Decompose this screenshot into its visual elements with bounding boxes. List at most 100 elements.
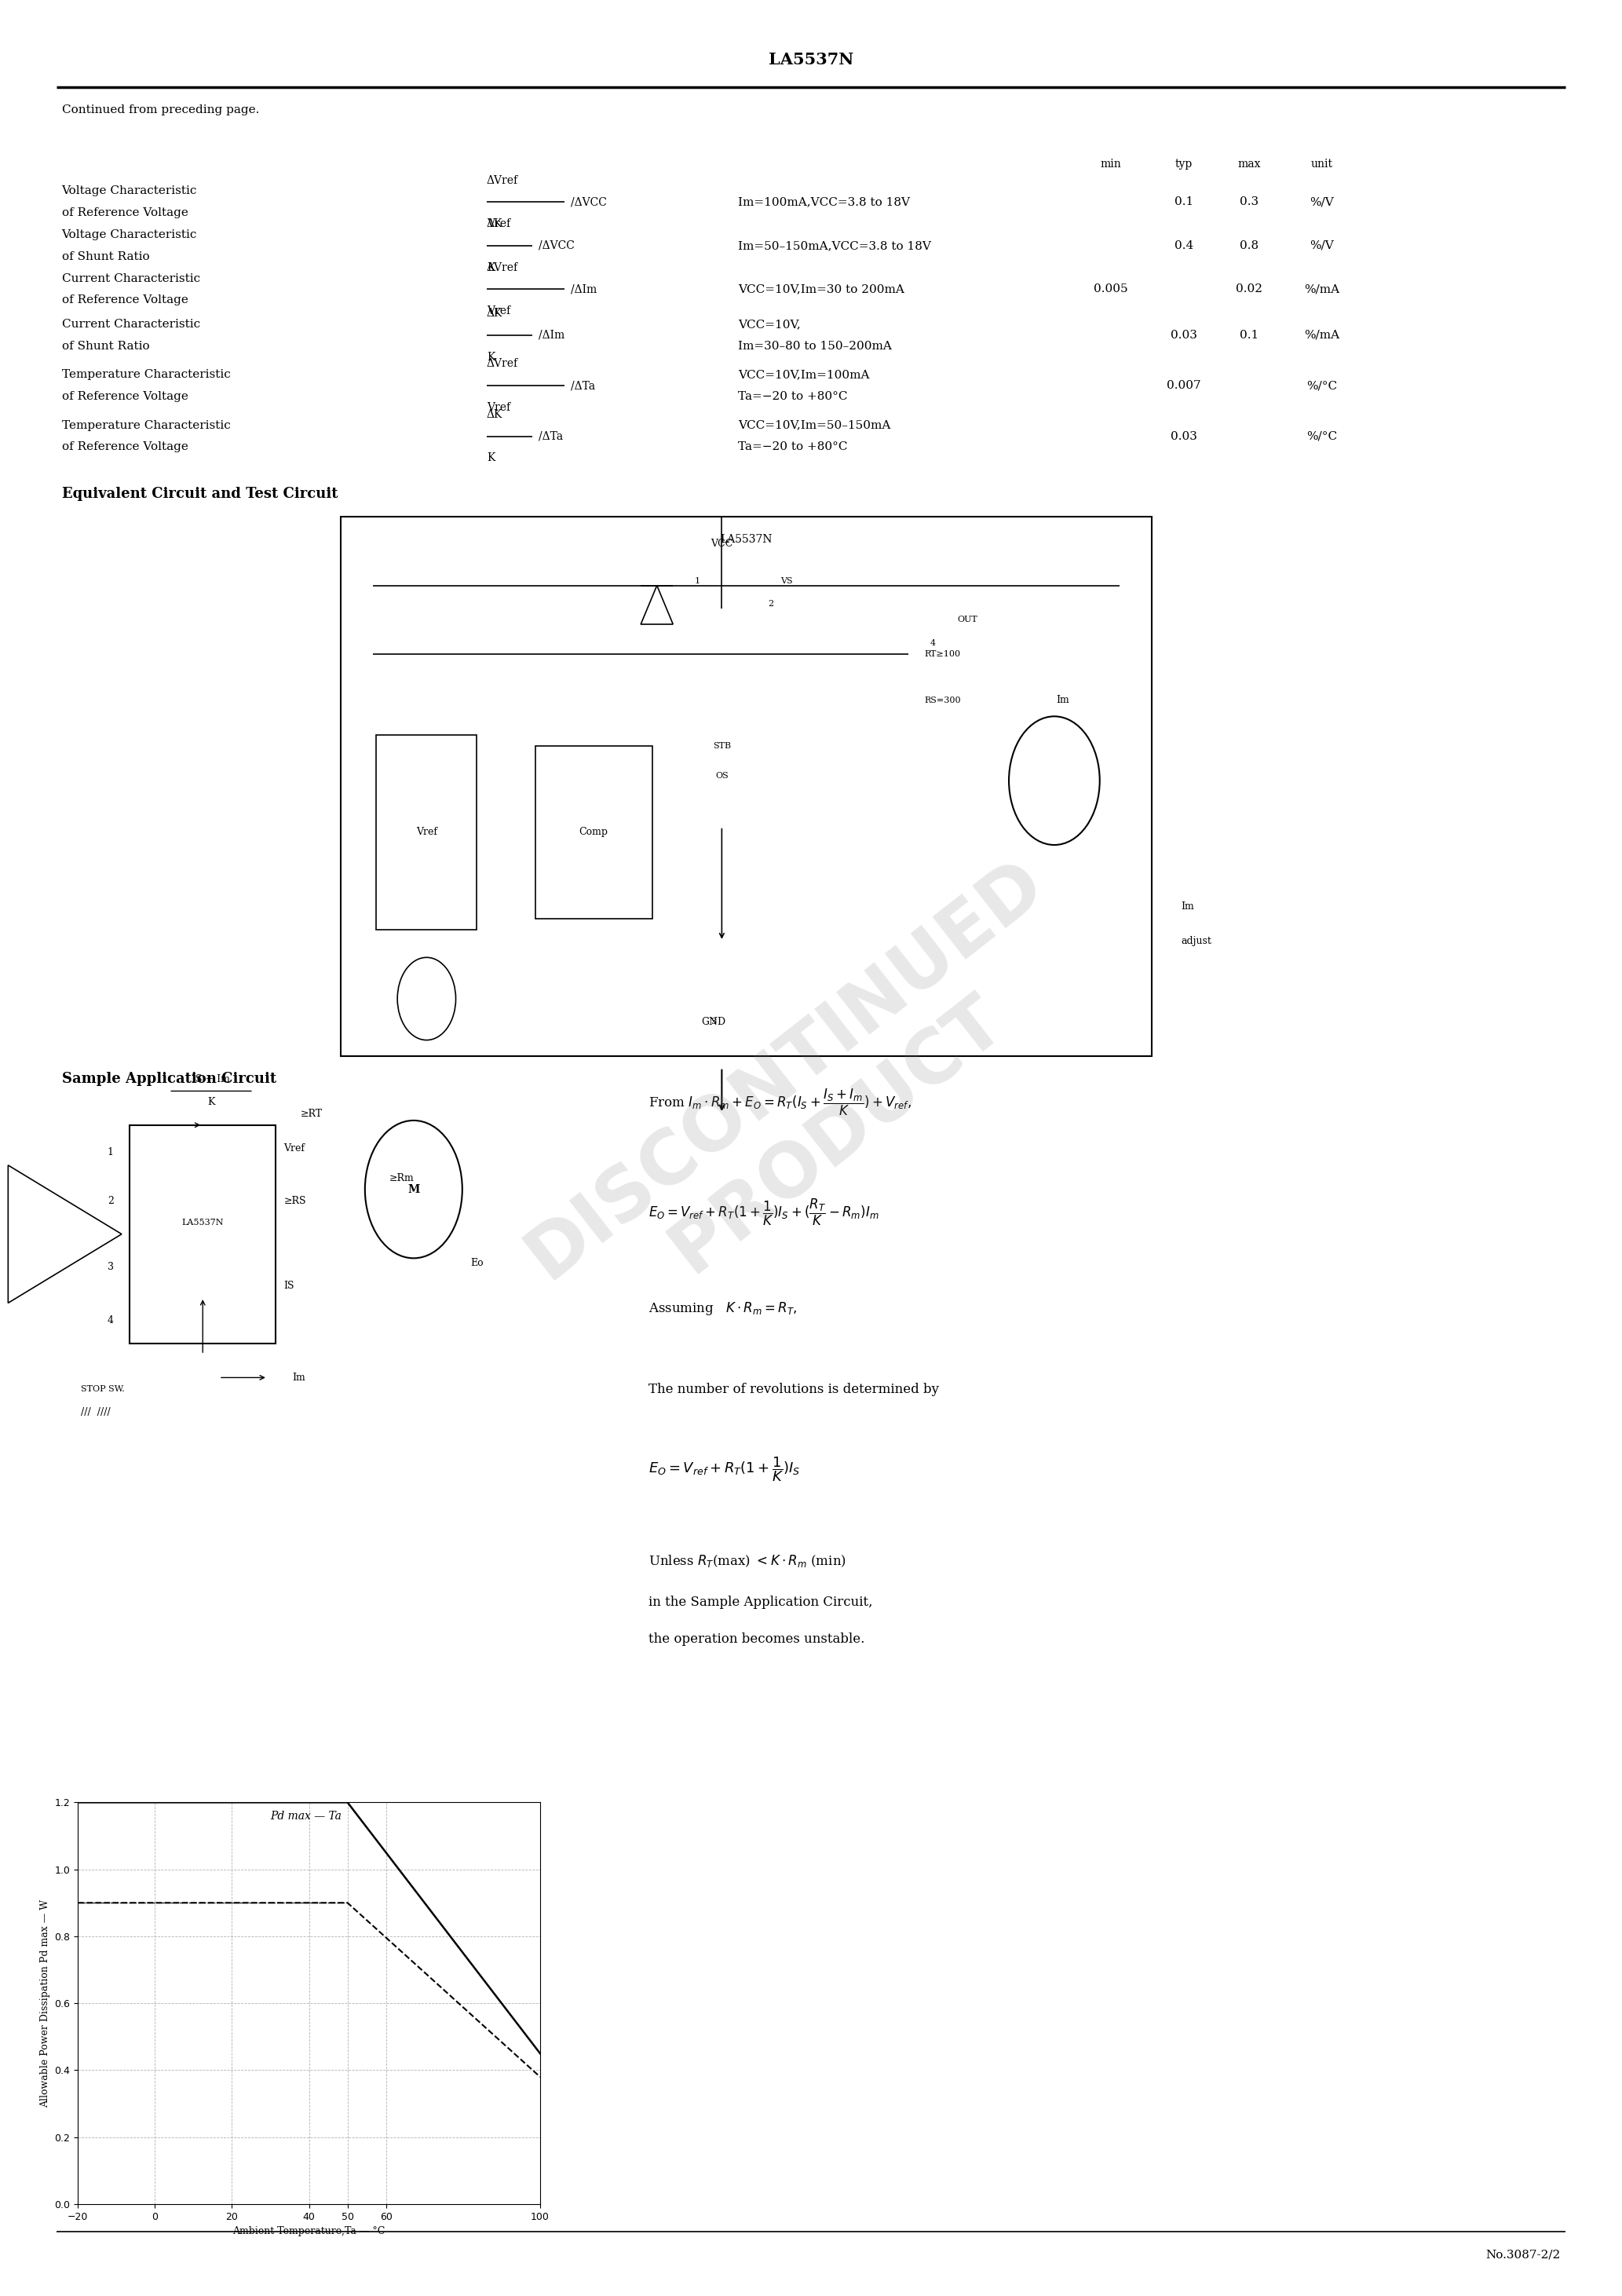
Text: $E_O = V_{ref} + R_T(1 + \dfrac{1}{K})I_S$: $E_O = V_{ref} + R_T(1 + \dfrac{1}{K})I_… [649, 1456, 801, 1483]
Text: 0.1: 0.1 [1239, 331, 1259, 340]
Text: 0.03: 0.03 [1171, 331, 1197, 340]
Text: Ta=−20 to +80°C: Ta=−20 to +80°C [738, 390, 848, 402]
Text: Im: Im [1056, 696, 1069, 705]
Text: ΔVref: ΔVref [487, 174, 517, 186]
Text: 2: 2 [767, 599, 774, 608]
Text: Im=100mA,VCC=3.8 to 18V: Im=100mA,VCC=3.8 to 18V [738, 197, 910, 207]
Text: The number of revolutions is determined by: The number of revolutions is determined … [649, 1382, 939, 1396]
Text: K: K [487, 262, 495, 273]
Text: Vref: Vref [487, 218, 511, 230]
Text: Temperature Characteristic: Temperature Characteristic [62, 420, 230, 432]
Text: of Reference Voltage: of Reference Voltage [62, 294, 188, 305]
Text: VCC=10V,Im=30 to 200mA: VCC=10V,Im=30 to 200mA [738, 285, 905, 294]
Text: IS + Im: IS + Im [191, 1075, 230, 1084]
Text: Voltage Characteristic: Voltage Characteristic [62, 186, 196, 197]
Text: Pd max — Ta: Pd max — Ta [271, 1812, 342, 1821]
Text: Equivalent Circuit and Test Circuit: Equivalent Circuit and Test Circuit [62, 487, 337, 501]
Text: /ΔVCC: /ΔVCC [539, 241, 574, 250]
Text: M: M [407, 1185, 420, 1194]
Text: 3: 3 [710, 1017, 717, 1026]
Text: No.3087-2/2: No.3087-2/2 [1486, 2250, 1560, 2259]
Text: Im=50–150mA,VCC=3.8 to 18V: Im=50–150mA,VCC=3.8 to 18V [738, 241, 931, 250]
Text: 0.8: 0.8 [1239, 241, 1259, 250]
Text: /ΔTa: /ΔTa [571, 381, 595, 390]
Text: LA5537N: LA5537N [720, 535, 772, 544]
Text: Continued from preceding page.: Continued from preceding page. [62, 106, 260, 115]
Text: VCC=10V,Im=100mA: VCC=10V,Im=100mA [738, 370, 869, 381]
Text: GND: GND [701, 1017, 727, 1026]
Text: DISCONTINUED
PRODUCT: DISCONTINUED PRODUCT [513, 845, 1109, 1359]
Text: 0.03: 0.03 [1171, 432, 1197, 441]
Text: unit: unit [1311, 158, 1333, 170]
Text: Im: Im [292, 1373, 305, 1382]
Text: ///  ////: /// //// [81, 1407, 110, 1417]
Text: RT≥100: RT≥100 [925, 650, 960, 659]
Text: Sample Application Circuit: Sample Application Circuit [62, 1072, 276, 1086]
Bar [341, 517, 1152, 1056]
Text: $E_O = V_{ref} + R_T(1 + \dfrac{1}{K})I_S + (\dfrac{R_T}{K} - R_m)I_m$: $E_O = V_{ref} + R_T(1 + \dfrac{1}{K})I_… [649, 1196, 879, 1228]
Text: VCC=10V,: VCC=10V, [738, 319, 801, 331]
Text: %/°C: %/°C [1307, 381, 1337, 390]
Text: /ΔIm: /ΔIm [571, 285, 597, 294]
X-axis label: Ambient Temperature,Ta — °C: Ambient Temperature,Ta — °C [232, 2227, 386, 2236]
Text: K: K [208, 1097, 214, 1107]
Text: Im: Im [1181, 902, 1194, 912]
Text: of Shunt Ratio: of Shunt Ratio [62, 340, 149, 351]
Text: 0.005: 0.005 [1093, 285, 1129, 294]
Text: ≥Rm: ≥Rm [389, 1173, 414, 1182]
Text: ≥RT: ≥RT [300, 1109, 323, 1118]
Text: 1: 1 [694, 576, 701, 585]
Y-axis label: Allowable Power Dissipation Pd max — W: Allowable Power Dissipation Pd max — W [41, 1899, 50, 2108]
Text: of Reference Voltage: of Reference Voltage [62, 441, 188, 452]
Text: of Reference Voltage: of Reference Voltage [62, 390, 188, 402]
Bar [376, 735, 477, 930]
Text: 0.1: 0.1 [1174, 197, 1194, 207]
Bar [535, 746, 652, 918]
Text: /ΔVCC: /ΔVCC [571, 197, 607, 207]
Text: Voltage Characteristic: Voltage Characteristic [62, 230, 196, 241]
Text: the operation becomes unstable.: the operation becomes unstable. [649, 1632, 865, 1646]
Text: %/mA: %/mA [1304, 285, 1340, 294]
Text: Ta=−20 to +80°C: Ta=−20 to +80°C [738, 441, 848, 452]
Text: %/°C: %/°C [1307, 432, 1337, 441]
Text: /ΔTa: /ΔTa [539, 432, 563, 441]
Text: OS: OS [715, 771, 728, 781]
Text: adjust: adjust [1181, 937, 1212, 946]
Text: 2: 2 [107, 1196, 114, 1205]
Text: Comp: Comp [579, 827, 608, 838]
Text: of Shunt Ratio: of Shunt Ratio [62, 250, 149, 262]
Text: Im=30–80 to 150–200mA: Im=30–80 to 150–200mA [738, 340, 892, 351]
Text: %/V: %/V [1311, 241, 1333, 250]
Text: %/V: %/V [1311, 197, 1333, 207]
Text: 0.4: 0.4 [1174, 241, 1194, 250]
Text: %/mA: %/mA [1304, 331, 1340, 340]
Text: typ: typ [1176, 158, 1192, 170]
Text: Eo: Eo [470, 1258, 483, 1267]
Text: Current Characteristic: Current Characteristic [62, 319, 200, 331]
Text: RS=300: RS=300 [925, 696, 962, 705]
Text: Vref: Vref [487, 402, 511, 413]
Text: K: K [487, 351, 495, 363]
Text: 1: 1 [107, 1148, 114, 1157]
Text: Unless $R_T$(max) $< K \cdot R_m$ (min): Unless $R_T$(max) $< K \cdot R_m$ (min) [649, 1554, 847, 1568]
Text: 4: 4 [929, 638, 936, 647]
Text: 3: 3 [107, 1263, 114, 1272]
Text: Vref: Vref [487, 305, 511, 317]
Text: ΔK: ΔK [487, 308, 503, 319]
Text: ≥RS: ≥RS [284, 1196, 307, 1205]
Bar [130, 1125, 276, 1343]
Text: K: K [487, 452, 495, 464]
Text: IS: IS [284, 1281, 295, 1290]
Text: ΔK: ΔK [487, 409, 503, 420]
Text: ΔVref: ΔVref [487, 358, 517, 370]
Text: 0.3: 0.3 [1239, 197, 1259, 207]
Text: From $I_m \cdot R_m + E_O = R_T(I_S + \dfrac{I_S + I_m}{K}) + V_{ref},$: From $I_m \cdot R_m + E_O = R_T(I_S + \d… [649, 1086, 912, 1118]
Text: in the Sample Application Circuit,: in the Sample Application Circuit, [649, 1596, 873, 1609]
Text: VCC: VCC [710, 540, 733, 549]
Text: 0.007: 0.007 [1166, 381, 1202, 390]
Text: LA5537N: LA5537N [769, 53, 853, 67]
Text: ΔK: ΔK [487, 218, 503, 230]
Text: Vref: Vref [415, 827, 438, 838]
Text: STOP SW.: STOP SW. [81, 1384, 125, 1394]
Text: of Reference Voltage: of Reference Voltage [62, 207, 188, 218]
